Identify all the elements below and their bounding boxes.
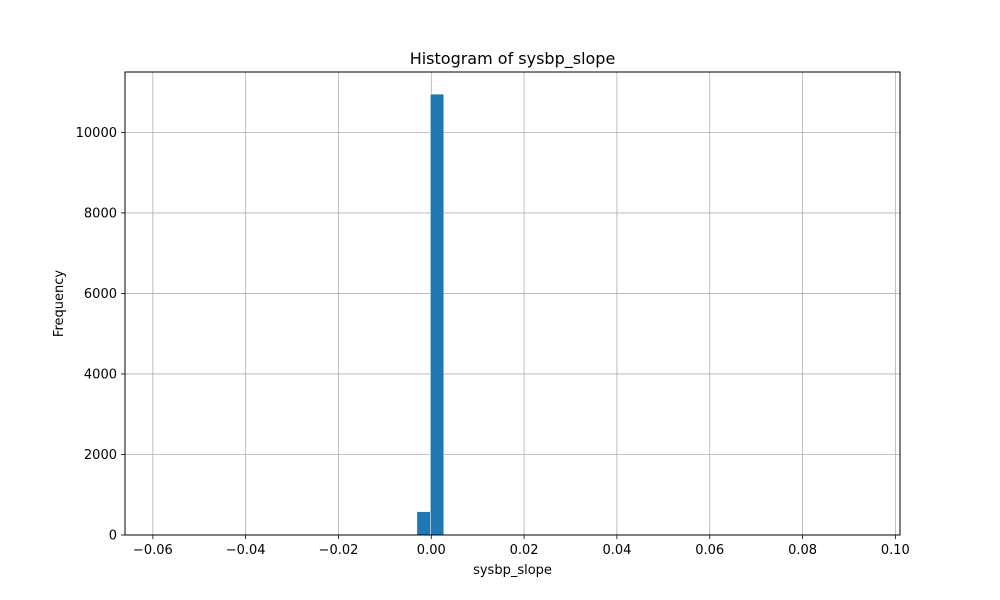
x-tick-label: 0.02 bbox=[510, 543, 539, 558]
x-tick-label: −0.02 bbox=[319, 543, 359, 558]
histogram-bars bbox=[416, 93, 445, 536]
x-tick-label: 0.04 bbox=[602, 543, 631, 558]
x-axis-ticks: −0.06 −0.04 −0.02 0.00 0.02 0.04 0.06 0.08 0.10 bbox=[133, 535, 910, 558]
y-tick-label: 4000 bbox=[84, 367, 117, 382]
grid-lines bbox=[125, 72, 900, 536]
histogram-bar bbox=[416, 511, 431, 536]
histogram-bar bbox=[430, 93, 445, 536]
y-tick-label: 2000 bbox=[84, 448, 117, 463]
y-axis-title: Frequency bbox=[52, 270, 67, 337]
x-tick-label: 0.00 bbox=[417, 543, 446, 558]
x-axis-title: sysbp_slope bbox=[473, 563, 552, 578]
y-tick-label: 0 bbox=[109, 529, 117, 544]
x-tick-label: −0.04 bbox=[226, 543, 266, 558]
x-tick-label: 0.08 bbox=[788, 543, 817, 558]
x-tick-label: 0.06 bbox=[695, 543, 724, 558]
x-tick-label: −0.06 bbox=[133, 543, 173, 558]
plot-frame bbox=[124, 71, 901, 536]
x-tick-label: 0.10 bbox=[881, 543, 910, 558]
chart-title: Histogram of sysbp_slope bbox=[410, 49, 616, 69]
y-axis-ticks: 0 2000 4000 6000 8000 10000 bbox=[76, 126, 125, 544]
y-tick-label: 6000 bbox=[84, 287, 117, 302]
y-tick-label: 8000 bbox=[84, 206, 117, 221]
y-tick-label: 10000 bbox=[76, 126, 117, 141]
